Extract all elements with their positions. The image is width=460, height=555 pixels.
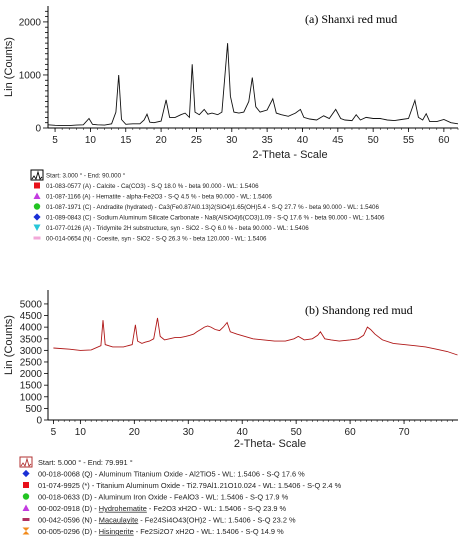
legend: Start: 5.000 ° - End: 79.991 ° 00-018-006… bbox=[19, 456, 342, 536]
x-tick-label: 30 bbox=[226, 135, 238, 146]
x-tick-label: 45 bbox=[332, 135, 344, 146]
x-tick-label: 5 bbox=[52, 135, 58, 146]
x-tick-label: 20 bbox=[156, 135, 168, 146]
legend-label-part: 00-005-0296 (D) - bbox=[38, 527, 99, 536]
y-tick-label: 1000 bbox=[20, 392, 43, 403]
legend-mineral-name: Hydrohematite bbox=[99, 504, 147, 513]
x-tick-label: 25 bbox=[191, 135, 203, 146]
x-tick-label: 20 bbox=[129, 427, 141, 438]
legend-marker bbox=[33, 203, 41, 210]
x-tick-label: 60 bbox=[345, 427, 357, 438]
x-tick-label: 15 bbox=[120, 135, 132, 146]
legend-marker bbox=[33, 224, 41, 231]
legend-mineral-name: Macaulayite bbox=[99, 515, 138, 524]
x-tick-label: 30 bbox=[183, 427, 195, 438]
legend-label: 00-042-0596 (N) - Macaulayite - Fe24Si4O… bbox=[38, 515, 296, 524]
legend-label: Start: 3.000 ° - End: 90.000 ° bbox=[46, 172, 126, 179]
legend-label: 01-089-0843 (C) - Sodium Aluminum Silica… bbox=[46, 214, 385, 221]
y-tick-label: 2000 bbox=[19, 17, 42, 28]
y-tick-label: 3000 bbox=[20, 346, 43, 357]
legend: Start: 3.000 ° - End: 90.000 ° 01-083-057… bbox=[30, 169, 385, 242]
y-tick-label: 1000 bbox=[19, 70, 42, 81]
legend-marker bbox=[33, 236, 41, 240]
legend-label-part: 00-042-0596 (N) - bbox=[38, 515, 99, 524]
x-tick-label: 50 bbox=[291, 427, 303, 438]
legend-mineral-name: Hisingerite bbox=[99, 527, 134, 536]
legend-marker bbox=[23, 482, 29, 488]
legend-label: 01-087-1971 (C) - Andradite (hydrated) -… bbox=[46, 204, 379, 211]
legend-label: 00-005-0296 (D) - Hisingerite - Fe2Si2O7… bbox=[38, 527, 284, 536]
x-tick-label: 10 bbox=[75, 427, 87, 438]
x-axis-title: 2-Theta- Scale bbox=[234, 438, 306, 450]
series-line bbox=[47, 43, 459, 127]
legend-label: 00-018-0633 (D) - Aluminum Iron Oxide - … bbox=[38, 492, 289, 501]
series-line bbox=[53, 317, 458, 356]
panel-a: 0 1000 2000 5 10 15 20 25 30 35 40 45 50 55 60 (a) Shan… bbox=[3, 6, 459, 242]
y-axis-title: Lin (Counts) bbox=[3, 315, 15, 375]
x-tick-label: 40 bbox=[237, 427, 249, 438]
legend-marker bbox=[22, 504, 30, 511]
legend-marker bbox=[31, 170, 43, 181]
legend-label: 01-077-0126 (A) - Tridymite 2H substruct… bbox=[46, 225, 309, 232]
chart-title: (a) Shanxi red mud bbox=[305, 12, 397, 26]
chart-title: (b) Shandong red mud bbox=[305, 303, 413, 317]
x-tick-label: 55 bbox=[403, 135, 415, 146]
x-tick-label: 40 bbox=[297, 135, 309, 146]
legend-label: 00-014-0654 (N) - Coesite, syn - SiO2 - … bbox=[46, 235, 267, 242]
y-tick-label: 1500 bbox=[20, 381, 43, 392]
y-tick-label: 0 bbox=[36, 416, 42, 427]
y-axis-title: Lin (Counts) bbox=[3, 37, 15, 97]
legend-marker bbox=[33, 192, 41, 199]
legend-label: 00-018-0068 (Q) - Aluminum Titanium Oxid… bbox=[38, 469, 305, 478]
legend-label: Start: 5.000 ° - End: 79.991 ° bbox=[38, 458, 133, 467]
x-tick-label: 35 bbox=[262, 135, 274, 146]
legend-label: 00-002-0918 (D) - Hydrohematite - Fe2O3 … bbox=[38, 504, 287, 513]
y-tick-label: 3500 bbox=[20, 334, 43, 345]
legend-marker bbox=[20, 457, 32, 468]
y-tick-label: 5000 bbox=[20, 299, 43, 310]
x-axis-title: 2-Theta - Scale bbox=[252, 149, 327, 161]
legend-marker bbox=[22, 518, 30, 521]
y-tick-label: 2000 bbox=[20, 369, 43, 380]
y-tick-label: 0 bbox=[35, 124, 41, 135]
legend-marker bbox=[22, 493, 30, 500]
x-tick-label: 70 bbox=[398, 427, 410, 438]
x-tick-label: 50 bbox=[368, 135, 380, 146]
legend-marker bbox=[22, 527, 30, 535]
legend-label-part: - Fe24Si4O43(OH)2 - WL: 1.5406 - S-Q 23.… bbox=[138, 515, 296, 524]
legend-marker bbox=[33, 213, 41, 221]
y-tick-label: 2500 bbox=[20, 357, 43, 368]
x-tick-label: 60 bbox=[438, 135, 450, 146]
x-tick-label: 5 bbox=[51, 427, 57, 438]
y-tick-label: 4500 bbox=[20, 311, 43, 322]
y-tick-label: 4000 bbox=[20, 323, 43, 334]
legend-label: 01-087-1166 (A) - Hematite - alpha-Fe2O3… bbox=[46, 193, 272, 200]
legend-label: 01-083-0577 (A) - Calcite - Ca(CO3) - S-… bbox=[46, 183, 259, 190]
panel-b: 0500100015002000250030003500400045005000… bbox=[3, 290, 458, 536]
legend-marker bbox=[22, 469, 30, 478]
legend-label-part: - Fe2O3 xH2O - WL: 1.5406 - S-Q 23.9 % bbox=[147, 504, 287, 513]
x-tick-label: 10 bbox=[85, 135, 97, 146]
y-tick-label: 500 bbox=[25, 404, 42, 415]
legend-label-part: - Fe2Si2O7 xH2O - WL: 1.5406 - S-Q 14.9 … bbox=[134, 527, 284, 536]
legend-label: 01-074-9925 (*) - Titanium Aluminum Oxid… bbox=[38, 481, 342, 490]
legend-marker bbox=[34, 182, 40, 189]
legend-label-part: 00-002-0918 (D) - bbox=[38, 504, 99, 513]
